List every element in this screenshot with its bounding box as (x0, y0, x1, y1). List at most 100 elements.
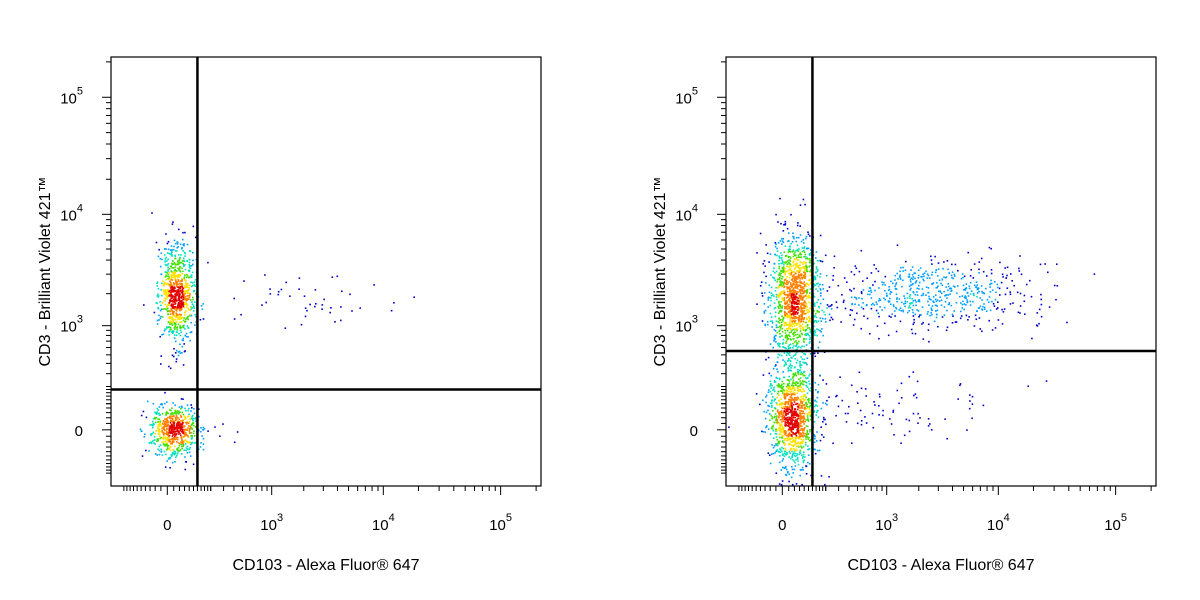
event-dot (818, 341, 821, 343)
event-dot (795, 483, 798, 485)
event-dot (950, 304, 953, 307)
event-dot (176, 447, 179, 450)
event-dot (161, 404, 163, 406)
event-dot (817, 416, 820, 418)
event-dot (824, 402, 827, 405)
event-dot (803, 399, 805, 402)
x-tick-exponent: 5 (506, 512, 512, 524)
event-dot (773, 302, 776, 304)
event-dot (785, 354, 788, 356)
event-dot (793, 303, 796, 305)
event-dot (798, 422, 801, 424)
event-dot (783, 286, 785, 289)
event-dot (779, 333, 781, 335)
event-dot (164, 402, 166, 405)
event-dot (817, 320, 820, 322)
event-dot (916, 294, 919, 296)
event-dot (957, 285, 959, 287)
event-dot (803, 242, 805, 244)
event-dot (788, 428, 790, 430)
event-dot (990, 269, 993, 271)
event-dot (787, 315, 789, 317)
event-dot (177, 451, 179, 453)
event-dot (179, 326, 181, 328)
event-dot (794, 416, 797, 419)
event-dot (802, 440, 804, 442)
event-dot (815, 312, 817, 315)
event-dot (178, 450, 181, 452)
event-dot (935, 316, 938, 319)
event-dot (169, 316, 172, 318)
event-dot (188, 286, 191, 289)
event-dot (784, 301, 786, 304)
event-dot (854, 303, 856, 305)
event-dot (988, 296, 991, 298)
event-dot (796, 342, 798, 344)
event-dot (795, 291, 797, 293)
event-dot (182, 429, 184, 431)
event-dot (178, 332, 180, 335)
event-dot (185, 332, 188, 335)
event-dot (783, 407, 786, 410)
event-dot (166, 310, 169, 313)
event-dot (804, 420, 806, 423)
event-dot (806, 407, 808, 410)
event-dot (791, 483, 794, 486)
event-dot (858, 371, 861, 374)
event-dot (171, 415, 174, 418)
event-dot (198, 415, 200, 418)
event-dot (822, 298, 825, 300)
event-dot (158, 433, 161, 435)
event-dot (976, 310, 978, 312)
event-dot (172, 451, 174, 454)
event-dot (171, 330, 174, 332)
event-dot (785, 425, 787, 427)
event-dot (779, 384, 782, 387)
event-dot (177, 438, 179, 441)
event-dot (792, 261, 794, 264)
event-dot (181, 273, 184, 275)
event-dot (797, 271, 799, 273)
event-dot (782, 266, 785, 268)
event-dot (799, 415, 802, 418)
event-dot (191, 303, 194, 305)
event-dot (786, 453, 788, 455)
event-dot (772, 452, 775, 455)
event-dot (935, 310, 937, 312)
event-dot (862, 280, 864, 282)
event-dot (194, 301, 196, 303)
event-dot (775, 341, 777, 343)
event-dot (164, 440, 167, 443)
event-dot (171, 432, 174, 434)
event-dot (799, 294, 802, 297)
event-dot (939, 296, 941, 298)
event-dot (806, 392, 809, 395)
event-dot (790, 324, 793, 327)
event-dot (828, 313, 831, 316)
event-dot (774, 413, 777, 415)
event-dot (800, 314, 803, 316)
event-dot (194, 324, 196, 326)
event-dot (795, 317, 798, 319)
event-dot (161, 403, 163, 405)
event-dot (169, 320, 171, 323)
event-dot (804, 305, 807, 307)
event-dot (784, 434, 786, 436)
event-dot (794, 298, 797, 301)
event-dot (781, 324, 783, 326)
event-dot (814, 437, 816, 440)
event-dot (164, 391, 166, 394)
event-dot (166, 305, 168, 308)
event-dot (182, 298, 184, 301)
event-dot (788, 310, 791, 312)
event-dot (170, 431, 173, 433)
event-dot (768, 454, 771, 456)
event-dot (169, 432, 172, 434)
event-dot (168, 302, 171, 304)
event-dot (174, 307, 176, 310)
event-dot (779, 281, 782, 284)
event-dot (192, 422, 195, 425)
event-dot (793, 454, 796, 457)
event-dot (800, 292, 802, 294)
event-dot (784, 321, 786, 324)
